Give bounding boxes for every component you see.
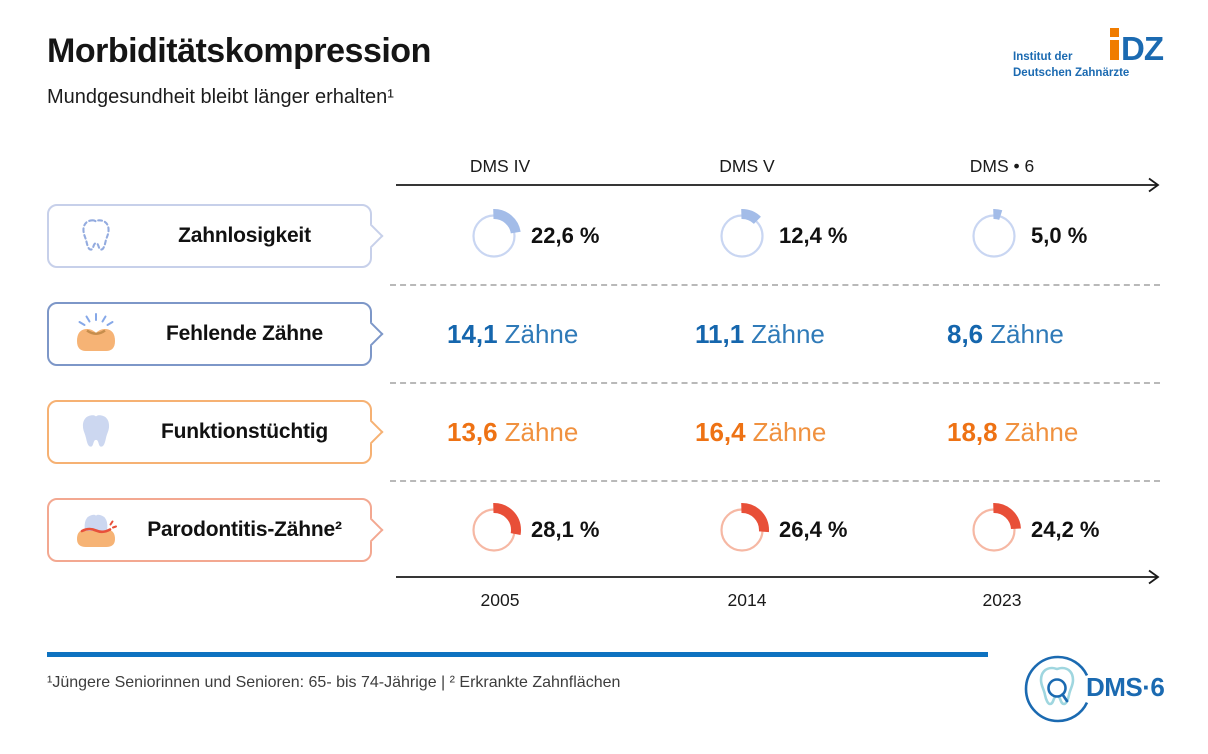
idz-logo: DZ Institut der Deutschen Zahnärzte: [1013, 28, 1164, 84]
cell-funktion-dms5: 16,4 Zähne: [695, 400, 930, 464]
donut-chart: [966, 502, 1022, 558]
cell-zahnlosigkeit-dms4: 22,6 %: [466, 204, 701, 268]
percent-value: 5,0 %: [1031, 223, 1088, 248]
row-label-text: Zahnlosigkeit: [178, 224, 311, 247]
donut-chart: [466, 502, 522, 558]
percent-value: 28,1 %: [531, 517, 600, 542]
row-label-fehlende-zaehne: Fehlende Zähne: [47, 302, 384, 366]
footnote-text: ¹Jüngere Seniorinnen und Senioren: 65- b…: [47, 674, 621, 691]
page-title: Morbiditätskompression: [47, 32, 431, 70]
column-header-dms6: DMS • 6: [969, 156, 1035, 176]
donut-chart: [714, 502, 770, 558]
row-divider: [390, 382, 1160, 384]
row-pointer: [359, 223, 384, 249]
inflamed-gum-tooth-icon: [71, 505, 121, 555]
idz-logo-mark: DZ: [1110, 28, 1164, 67]
unit-label: Zähne: [1004, 416, 1079, 447]
cell-parodontitis-dms4: 28,1 %: [466, 498, 701, 562]
cell-parodontitis-dms6: 24,2 %: [966, 498, 1201, 562]
tooth-dashed-icon: [71, 211, 121, 261]
row-label-text: Parodontitis-Zähne²: [147, 518, 342, 541]
cell-fehlende-dms6: 8,6 Zähne: [947, 302, 1182, 366]
cell-parodontitis-dms5: 26,4 %: [714, 498, 949, 562]
cell-zahnlosigkeit-dms5: 12,4 %: [714, 204, 949, 268]
cell-funktion-dms4: 13,6 Zähne: [447, 400, 682, 464]
timeline-axis-top: [396, 177, 1166, 193]
idz-logo-line2: Deutschen Zahnärzte: [1013, 67, 1130, 79]
arrow-line-icon: [396, 569, 1160, 585]
number-value: 18,8: [947, 416, 998, 447]
cell-fehlende-dms5: 11,1 Zähne: [695, 302, 930, 366]
donut-chart: [466, 208, 522, 264]
row-label-zahnlosigkeit: Zahnlosigkeit: [47, 204, 384, 268]
missing-tooth-gum-icon: [71, 309, 121, 359]
unit-label: Zähne: [504, 318, 579, 349]
unit-label: Zähne: [990, 318, 1064, 349]
row-label-text: Funktionstüchtig: [160, 420, 329, 443]
row-pointer: [359, 321, 384, 347]
unit-label: Zähne: [752, 416, 827, 447]
row-pointer: [359, 517, 384, 543]
dms6-logo-text: DMS·6: [1086, 672, 1165, 702]
number-value: 13,6: [447, 416, 498, 447]
unit-label: Zähne: [751, 318, 825, 349]
year-2023: 2023: [982, 590, 1022, 610]
donut-chart: [714, 208, 770, 264]
unit-label: Zähne: [504, 416, 579, 447]
arrow-line-icon: [396, 177, 1160, 193]
row-label-funktionstuechtig: Funktionstüchtig: [47, 400, 384, 464]
row-pointer: [359, 419, 384, 445]
idz-i-mark: [1110, 28, 1119, 60]
row-divider: [390, 480, 1160, 482]
cell-fehlende-dms4: 14,1 Zähne: [447, 302, 682, 366]
row-divider: [390, 284, 1160, 286]
column-header-dms5: DMS V: [719, 156, 775, 176]
dms6-logo-icon: [1021, 652, 1095, 726]
cell-funktion-dms6: 18,8 Zähne: [947, 400, 1182, 464]
idz-dz-mark: DZ: [1121, 29, 1164, 67]
number-value: 16,4: [695, 416, 746, 447]
percent-value: 26,4 %: [779, 517, 848, 542]
timeline-axis-bottom: [396, 569, 1166, 585]
percent-value: 24,2 %: [1031, 517, 1100, 542]
row-label-parodontitis: Parodontitis-Zähne²: [47, 498, 384, 562]
page-subtitle: Mundgesundheit bleibt länger erhalten¹: [47, 86, 394, 108]
number-value: 8,6: [947, 318, 984, 349]
number-value: 14,1: [447, 318, 498, 349]
year-2005: 2005: [480, 590, 520, 610]
column-header-dms4: DMS IV: [469, 156, 531, 176]
idz-logo-line1: Institut der: [1013, 51, 1073, 63]
year-2014: 2014: [727, 590, 767, 610]
percent-value: 22,6 %: [531, 223, 600, 248]
donut-chart: [966, 208, 1022, 264]
footer-divider-bar: [47, 652, 988, 657]
number-value: 11,1: [695, 318, 745, 349]
cell-zahnlosigkeit-dms6: 5,0 %: [966, 204, 1201, 268]
tooth-filled-icon: [71, 407, 121, 457]
percent-value: 12,4 %: [779, 223, 848, 248]
row-label-text: Fehlende Zähne: [165, 322, 324, 345]
